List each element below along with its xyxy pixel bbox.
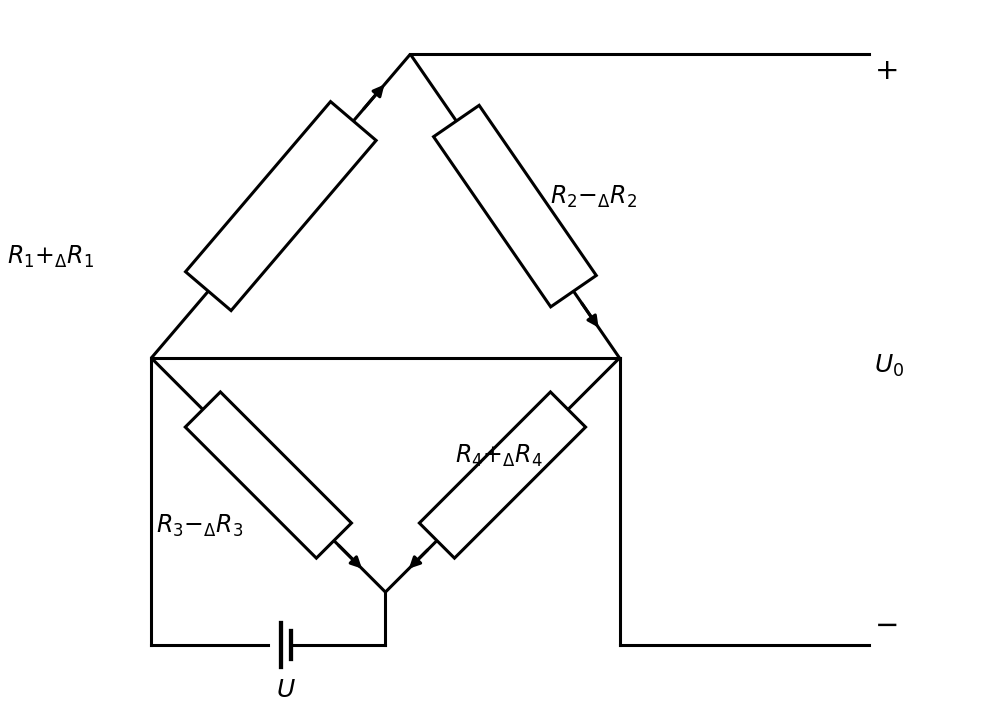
Text: $-$: $-$	[873, 611, 896, 639]
Text: $R_1$+$_\Delta$$R_1$: $R_1$+$_\Delta$$R_1$	[7, 243, 94, 269]
Polygon shape	[419, 392, 585, 558]
Polygon shape	[433, 106, 596, 307]
Text: $U_0$: $U_0$	[873, 353, 903, 379]
Text: $R_2$$-$$_\Delta$$R_2$: $R_2$$-$$_\Delta$$R_2$	[549, 184, 636, 210]
Text: $U$: $U$	[276, 679, 296, 701]
Polygon shape	[185, 392, 351, 558]
Polygon shape	[185, 102, 376, 311]
Text: $R_3$$-$$_\Delta$$R_3$: $R_3$$-$$_\Delta$$R_3$	[156, 513, 244, 538]
Text: $+$: $+$	[873, 57, 896, 85]
Text: $R_4$+$_\Delta$$R_4$: $R_4$+$_\Delta$$R_4$	[455, 442, 542, 469]
